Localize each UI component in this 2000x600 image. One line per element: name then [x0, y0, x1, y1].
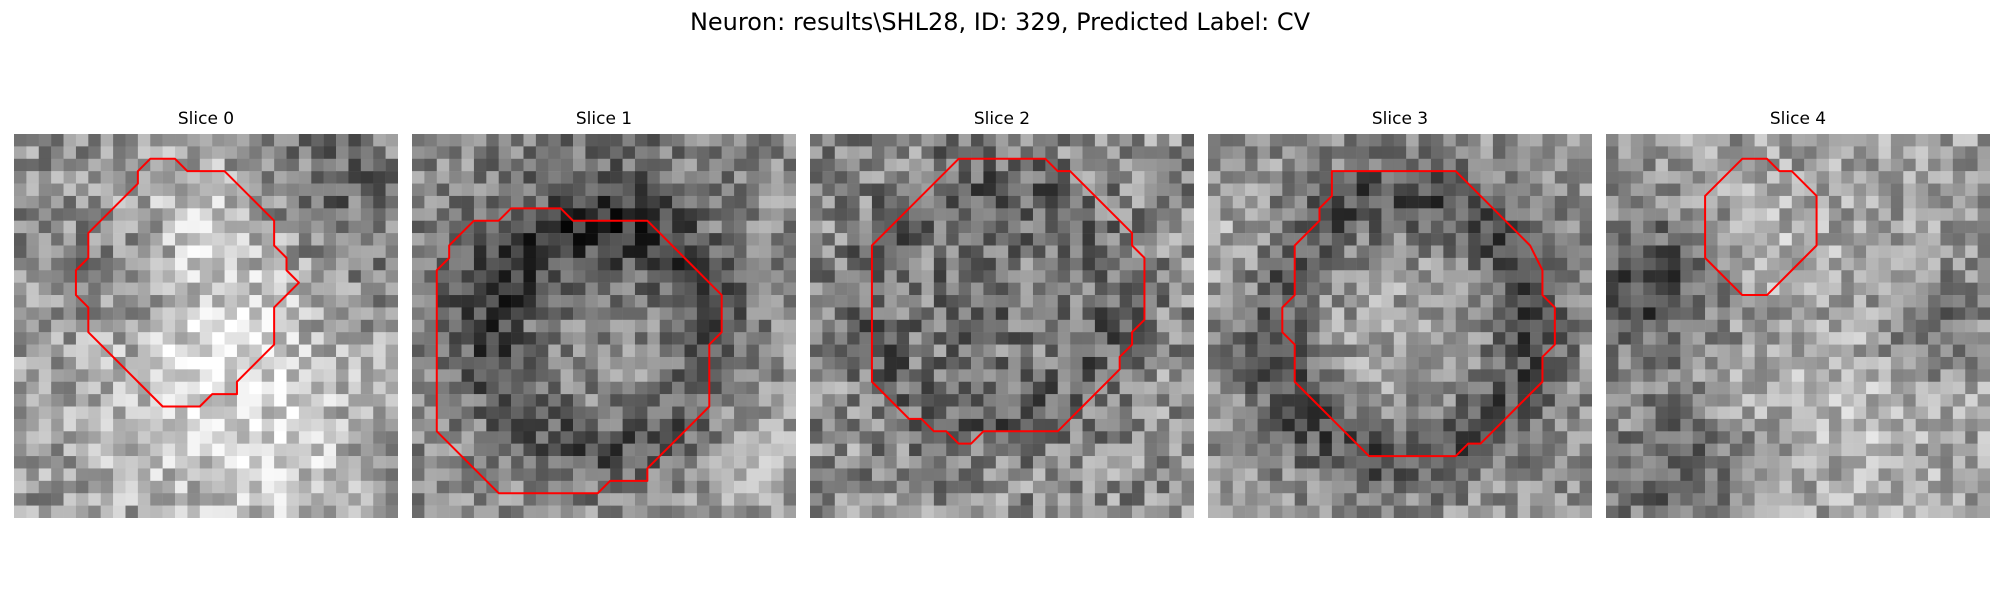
- slice-title-4: Slice 4: [1769, 109, 1827, 129]
- slice-contour-4: [1705, 159, 1816, 295]
- slice-image-1: [412, 134, 796, 518]
- slice-panel-2: Slice 2: [810, 107, 1194, 518]
- slice-panel-4: Slice 4: [1606, 107, 1990, 518]
- slice-contour-3: [1282, 171, 1555, 456]
- slice-image-3: [1208, 134, 1592, 518]
- slice-contour-1: [437, 208, 722, 493]
- slice-image-1-svg: [412, 134, 796, 518]
- slice-image-4: [1606, 134, 1990, 518]
- slice-title-0: Slice 0: [177, 109, 235, 129]
- slice-pixels-4: [1606, 134, 1990, 518]
- slice-title-3: Slice 3: [1371, 109, 1429, 129]
- slice-image-0-svg: [14, 134, 398, 518]
- slice-pixels-0: [14, 134, 398, 518]
- slice-panel-0: Slice 0: [14, 107, 398, 518]
- slice-image-3-svg: [1208, 134, 1592, 518]
- slice-title-1: Slice 1: [575, 109, 633, 129]
- slice-image-4-svg: [1606, 134, 1990, 518]
- slice-panel-3: Slice 3: [1208, 107, 1592, 518]
- slice-image-0: [14, 134, 398, 518]
- slice-image-2: [810, 134, 1194, 518]
- slice-contour-2: [872, 159, 1145, 444]
- slice-image-2-svg: [810, 134, 1194, 518]
- figure-title: Neuron: results\SHL28, ID: 329, Predicte…: [689, 8, 1311, 36]
- slice-title-2: Slice 2: [973, 109, 1031, 129]
- slice-contour-0: [76, 159, 299, 407]
- slice-pixels-1: [412, 134, 796, 518]
- slice-pixels-3: [1208, 134, 1592, 518]
- slice-panel-1: Slice 1: [412, 107, 796, 518]
- slice-pixels-2: [810, 134, 1194, 518]
